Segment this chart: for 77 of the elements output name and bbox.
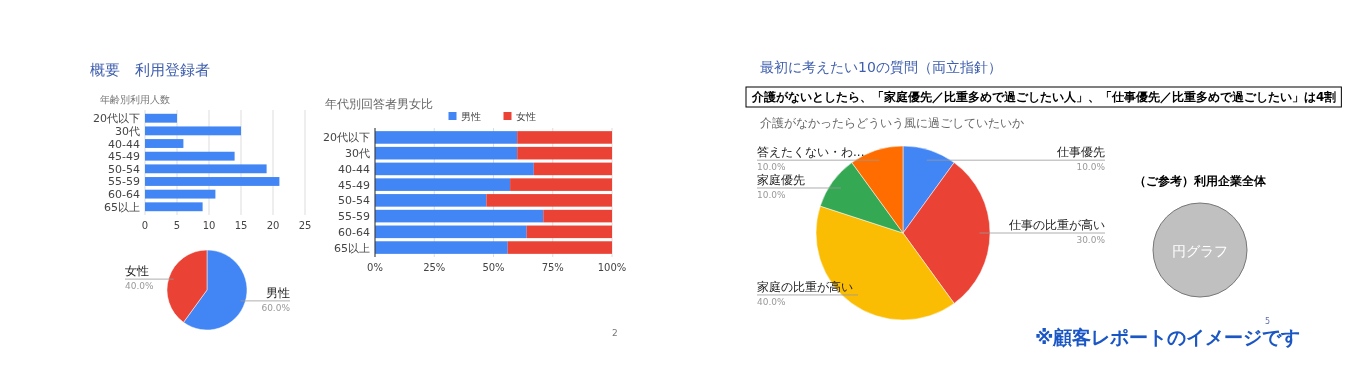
legend-label: 男性 [460,111,481,122]
slice-label: 男性 [266,285,290,300]
y-tick-label: 40-44 [108,137,140,151]
x-tick-label: 75% [541,262,564,273]
text: 円グラフ [1172,243,1228,259]
data-label: 40.0% [757,296,787,307]
bar [375,131,518,144]
y-tick-label: 20代以下 [323,131,370,145]
text: 最初に考えたい10の質問（両立指針） [760,59,1002,75]
y-tick-label: 55-59 [108,175,140,189]
data-label: 10.0% [757,190,787,200]
bar [533,162,612,176]
text: ※顧客レポートのイメージです [1035,326,1301,348]
bar [517,146,612,160]
bar [526,225,612,239]
slice-label: 家庭優先 [757,173,805,187]
legend-label: 女性 [515,111,536,122]
text: 2 [612,328,618,338]
y-tick-label: 20代以下 [93,112,140,126]
data-label: 40.0% [125,281,155,292]
text: 概要 利用登録者 [90,61,210,79]
chart-title: 年齢別利用人数 [100,94,170,105]
bar [145,113,177,123]
bar [375,146,518,160]
y-tick-label: 30代 [115,124,140,138]
bar [145,164,267,174]
slice-label: 答えたくない・わ... [757,145,865,160]
x-tick-label: 100% [597,262,627,273]
y-tick-label: 60-64 [338,225,370,239]
text: 5 [1265,317,1271,326]
y-tick-label: 65以上 [334,241,370,255]
slice-label: 仕事優先 [1056,145,1105,160]
bar [375,178,511,191]
data-label: 10.0% [757,162,787,173]
bar [543,209,612,223]
data-label: 60.0% [261,302,291,313]
text: （ご参考）利用企業全体 [1134,174,1267,188]
bar [510,178,612,191]
text: 介護がないとしたら、「家庭優先／比重多めで過ごしたい人」、「仕事優先／比重多めで過ごしたい」は4割 [751,90,1337,104]
bar [145,189,216,199]
x-tick-label: 0% [367,262,383,273]
y-tick-label: 55-59 [338,210,370,224]
x-tick-label: 0 [141,220,149,231]
bar [375,194,487,207]
x-tick-label: 5 [173,220,181,231]
x-tick-label: 25% [423,262,446,273]
y-tick-label: 45-49 [108,150,140,164]
x-tick-label: 20 [266,220,280,231]
x-tick-label: 25 [298,220,312,231]
y-tick-label: 40-44 [338,162,370,176]
slice-label: 仕事の比重が高い [1008,218,1105,232]
y-tick-label: 50-54 [338,194,370,208]
bar [145,126,241,136]
bar [517,131,612,144]
x-tick-label: 10 [202,220,216,231]
chart-title: 年代別回答者男女比 [325,97,433,111]
bar [507,241,612,254]
y-tick-label: 30代 [345,147,370,161]
bar [145,177,280,186]
x-tick-label: 50% [482,262,505,273]
bar [145,151,235,161]
y-tick-label: 65以上 [104,200,140,214]
y-tick-label: 45-49 [338,178,370,192]
bar [486,194,612,207]
bar [375,162,534,176]
bar [375,241,508,254]
y-tick-label: 60-64 [108,188,140,202]
bar [145,202,203,212]
bar [375,209,544,223]
chart-title: 介護がなかったらどういう風に過ごしていたいか [760,116,1024,130]
x-tick-label: 15 [234,220,248,231]
data-label: 10.0% [1076,162,1106,173]
bar [375,225,527,239]
slice-label: 女性 [125,264,149,279]
y-tick-label: 50-54 [108,162,140,176]
bar [145,139,184,148]
data-label: 30.0% [1076,235,1106,245]
